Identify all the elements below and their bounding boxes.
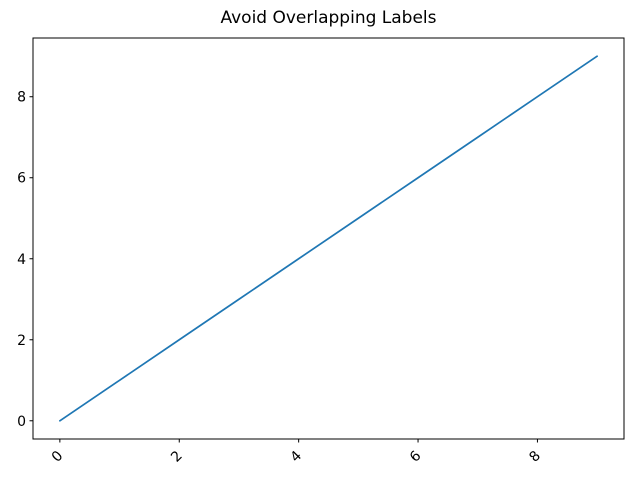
x-tick-label: 2	[168, 448, 186, 466]
y-tick-label: 8	[17, 90, 26, 106]
x-tick-label: 6	[407, 448, 425, 466]
y-tick-label: 2	[17, 333, 26, 349]
chart-title: Avoid Overlapping Labels	[220, 8, 437, 28]
x-tick-label: 4	[288, 448, 306, 466]
y-tick-label: 6	[17, 171, 26, 187]
data-line	[59, 55, 598, 422]
x-tick-label: 0	[49, 448, 67, 466]
axes-frame	[32, 37, 625, 440]
y-tick-label: 4	[17, 252, 26, 268]
y-tick-label: 0	[17, 414, 26, 430]
x-tick-label: 8	[526, 448, 544, 466]
